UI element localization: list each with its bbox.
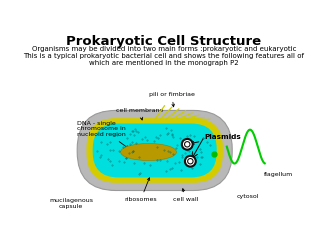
Circle shape [182,139,193,150]
Text: cytosol: cytosol [236,194,259,199]
Text: DNA - single
chromosome in
nucleoid region: DNA - single chromosome in nucleoid regi… [77,121,128,148]
Text: cell membrane: cell membrane [116,108,163,120]
FancyBboxPatch shape [86,118,223,183]
Text: This is a typical prokaryotic bacterial cell and shows the following features al: This is a typical prokaryotic bacterial … [23,54,305,66]
FancyBboxPatch shape [77,110,232,191]
Text: pili or fimbriae: pili or fimbriae [149,92,195,107]
Text: ribosomes: ribosomes [124,178,157,202]
Circle shape [185,156,196,167]
Text: mucilagenous
capsule: mucilagenous capsule [49,198,93,209]
Text: Plasmids: Plasmids [191,134,241,144]
FancyBboxPatch shape [93,124,217,177]
Circle shape [185,142,190,147]
Ellipse shape [121,144,176,161]
Circle shape [188,159,193,164]
Text: flagellum: flagellum [264,172,293,177]
Text: Organisms may be divided into two main forms :prokaryotic and eukaryotic: Organisms may be divided into two main f… [32,46,296,52]
Text: Prokaryotic Cell Structure: Prokaryotic Cell Structure [67,35,261,48]
Text: cell wall: cell wall [173,189,198,202]
